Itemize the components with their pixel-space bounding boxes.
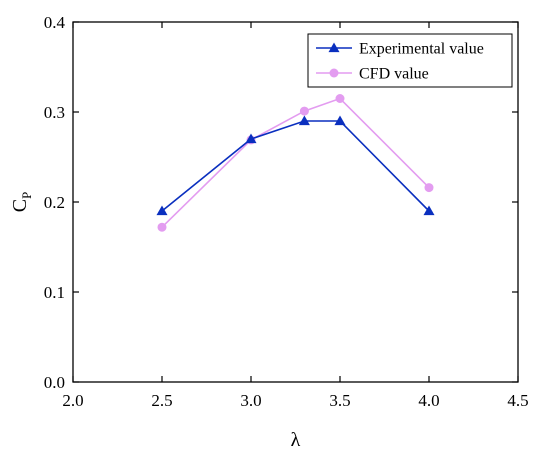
series-experimental-value [156,115,435,216]
y-tick-label: 0.3 [44,103,65,122]
series-cfd-value [157,94,434,232]
legend: Experimental value CFD value [307,33,513,88]
legend-item: Experimental value [316,41,484,58]
x-axis-label: λ [291,429,301,451]
x-axis-ticks: 2.0 2.5 3.0 3.5 4.0 4.5 [62,22,529,410]
data-point [299,106,309,116]
x-tick-label: 2.5 [151,391,172,410]
series-layer [156,94,435,232]
plot-frame [72,21,519,383]
y-axis-label-subscript: P [19,192,34,199]
legend-item: CFD value [316,66,429,83]
y-tick-label: 0.2 [44,193,65,212]
data-point [156,205,168,216]
x-tick-label: 3.0 [240,391,261,410]
x-tick-label: 4.5 [507,391,528,410]
data-point [423,205,435,216]
series-line [161,120,430,212]
x-tick-label: 2.0 [62,391,83,410]
legend-swatch-marker [328,42,340,53]
y-tick-label: 0.1 [44,283,65,302]
legend-label: CFD value [359,66,429,83]
data-point [335,94,345,103]
y-axis-label: CP [9,192,34,213]
data-point [298,115,310,126]
svg-text:CP: CP [9,192,34,213]
data-point [334,115,346,126]
x-tick-label: 4.0 [418,391,439,410]
y-axis-label-main: C [9,199,31,212]
data-point [424,183,434,193]
x-tick-label: 3.5 [329,391,350,410]
data-point [157,222,167,232]
series-line [161,97,430,228]
legend-items: Experimental value CFD value [316,41,484,83]
y-tick-label: 0.0 [44,373,65,392]
legend-swatch-marker [329,68,339,78]
data-point [245,133,257,144]
y-tick-label: 0.4 [44,13,66,32]
legend-label: Experimental value [359,41,484,58]
legend-box [307,33,513,88]
